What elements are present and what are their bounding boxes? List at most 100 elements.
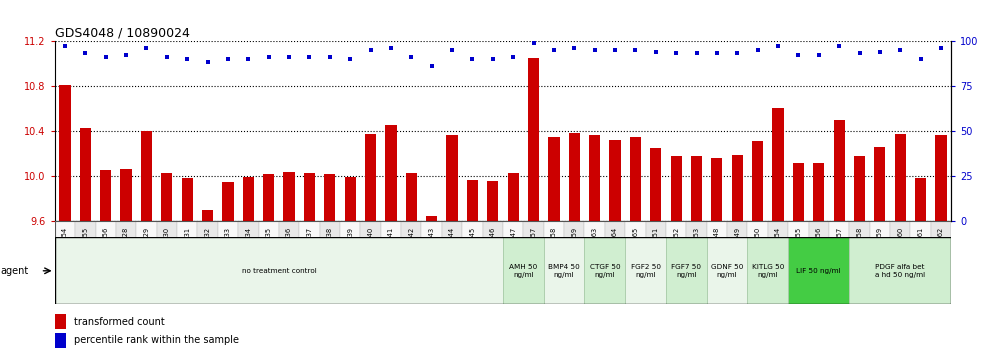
Point (403, 54, 419, 60)
Text: agent: agent (0, 266, 28, 276)
Point (688, 51, 704, 56)
Bar (610, 140, 621, 221)
Point (57, 43, 73, 49)
Point (892, 47, 908, 52)
Text: GSM510056: GSM510056 (816, 227, 822, 267)
Point (464, 56, 480, 62)
Point (322, 54, 338, 60)
Bar (727, 221, 747, 294)
Text: GSM510045: GSM510045 (469, 227, 475, 267)
Bar (238, 221, 259, 294)
Text: GSM510062: GSM510062 (938, 227, 944, 267)
Point (832, 43, 848, 49)
Text: GSM509257: GSM509257 (531, 227, 537, 267)
Point (811, 52, 827, 58)
Bar (487, 181, 498, 221)
Bar (850, 221, 870, 294)
Text: GDS4048 / 10890024: GDS4048 / 10890024 (55, 27, 189, 40)
Bar (361, 221, 380, 294)
Text: GSM510030: GSM510030 (163, 227, 170, 267)
Bar (874, 147, 885, 221)
Bar (585, 237, 625, 304)
Text: GSM510054: GSM510054 (775, 227, 781, 267)
Bar (528, 58, 539, 221)
Bar (625, 221, 645, 294)
Bar (707, 237, 747, 304)
Text: GSM510057: GSM510057 (836, 227, 843, 267)
Bar (870, 221, 890, 294)
Bar (60, 85, 71, 221)
Text: no treatment control: no treatment control (241, 268, 317, 274)
Bar (544, 221, 564, 294)
Bar (666, 221, 686, 294)
Bar (121, 169, 131, 221)
Bar (156, 221, 177, 294)
Text: GSM510034: GSM510034 (245, 227, 251, 267)
Text: GSM510064: GSM510064 (612, 227, 619, 267)
Bar (629, 137, 641, 221)
Text: GSM510060: GSM510060 (897, 227, 903, 267)
Point (179, 56, 195, 62)
Bar (834, 120, 845, 221)
Point (791, 52, 807, 58)
Text: LIF 50 ng/ml: LIF 50 ng/ml (797, 268, 841, 274)
Text: percentile rank within the sample: percentile rank within the sample (74, 335, 239, 346)
Text: GSM510041: GSM510041 (387, 227, 394, 267)
Text: GSM510053: GSM510053 (693, 227, 699, 267)
Bar (263, 174, 274, 221)
Bar (686, 221, 707, 294)
Bar (177, 221, 197, 294)
Bar (202, 210, 213, 221)
Point (363, 47, 378, 52)
Text: GSM509254: GSM509254 (62, 227, 68, 267)
Text: GSM510039: GSM510039 (348, 227, 354, 267)
Bar (850, 237, 951, 304)
Bar (462, 221, 483, 294)
Bar (55, 221, 75, 294)
Point (261, 54, 277, 60)
Bar (503, 221, 523, 294)
Text: GSM510050: GSM510050 (755, 227, 761, 267)
Text: GSM510059: GSM510059 (876, 227, 882, 267)
Bar (732, 155, 743, 221)
Bar (325, 174, 336, 221)
Bar (890, 221, 910, 294)
Bar (401, 221, 421, 294)
Text: GSM510061: GSM510061 (917, 227, 923, 267)
Text: GSM510028: GSM510028 (124, 227, 129, 267)
Bar (284, 172, 295, 221)
Bar (365, 135, 376, 221)
Bar (259, 221, 279, 294)
Bar (96, 221, 116, 294)
Bar (711, 158, 722, 221)
Text: GSM510032: GSM510032 (204, 227, 210, 267)
Bar (161, 173, 172, 221)
Point (709, 51, 725, 56)
Point (647, 49, 663, 55)
Bar (426, 216, 437, 221)
Bar (625, 237, 666, 304)
Bar (197, 221, 218, 294)
Point (78, 51, 94, 56)
Bar (666, 237, 707, 304)
Bar (773, 108, 784, 221)
Bar (467, 179, 478, 221)
Bar (788, 237, 850, 304)
Bar (605, 221, 625, 294)
Point (98, 54, 114, 60)
Bar (279, 221, 299, 294)
Bar (75, 221, 96, 294)
Bar (645, 221, 666, 294)
Point (933, 45, 949, 51)
Text: GSM510044: GSM510044 (449, 227, 455, 267)
Bar (101, 171, 112, 221)
Text: GSM509256: GSM509256 (103, 227, 109, 267)
Text: GSM509258: GSM509258 (551, 227, 557, 267)
Point (608, 47, 623, 52)
Bar (747, 237, 788, 304)
Text: GSM510049: GSM510049 (734, 227, 740, 267)
Text: transformed count: transformed count (74, 316, 164, 327)
Text: GSM510038: GSM510038 (327, 227, 333, 267)
Bar (809, 221, 829, 294)
Text: GSM509259: GSM509259 (572, 227, 578, 267)
